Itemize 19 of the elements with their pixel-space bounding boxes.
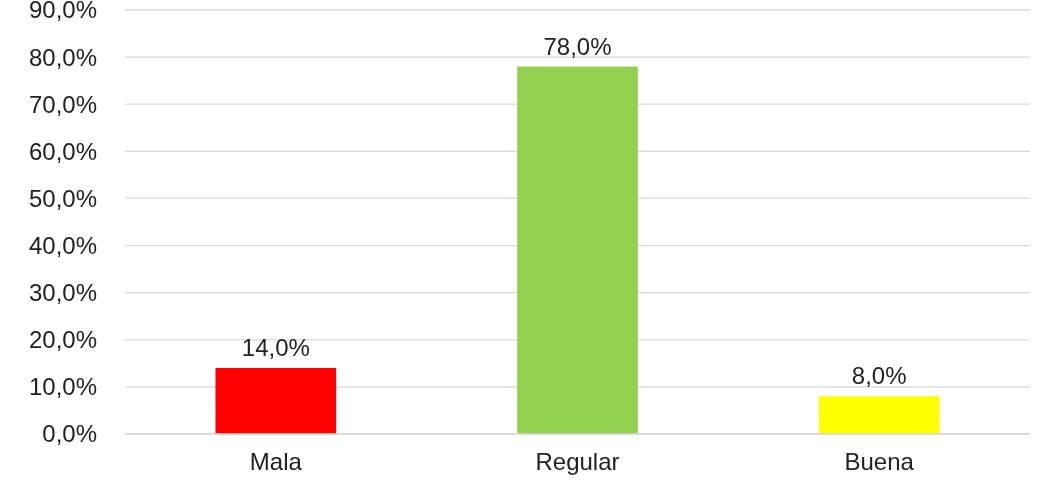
- bar: [215, 368, 337, 434]
- y-tick-label: 40,0%: [28, 231, 97, 259]
- bar: [818, 396, 940, 434]
- data-label: 14,0%: [241, 334, 310, 362]
- y-tick-label: 70,0%: [28, 90, 97, 118]
- y-tick-label: 0,0%: [42, 420, 97, 448]
- data-label: 78,0%: [543, 32, 612, 60]
- y-tick-label: 50,0%: [28, 184, 97, 212]
- y-tick-label: 90,0%: [28, 0, 97, 24]
- x-tick-label: Mala: [249, 448, 303, 475]
- bar: [517, 66, 638, 434]
- x-tick-label: Buena: [844, 448, 915, 475]
- x-tick-label: Regular: [535, 448, 620, 475]
- y-tick-label: 10,0%: [28, 373, 97, 401]
- data-label: 8,0%: [851, 362, 907, 390]
- y-tick-label: 80,0%: [28, 43, 97, 71]
- y-tick-label: 20,0%: [28, 326, 97, 354]
- y-tick-label: 30,0%: [28, 279, 97, 307]
- y-tick-label: 60,0%: [28, 137, 97, 165]
